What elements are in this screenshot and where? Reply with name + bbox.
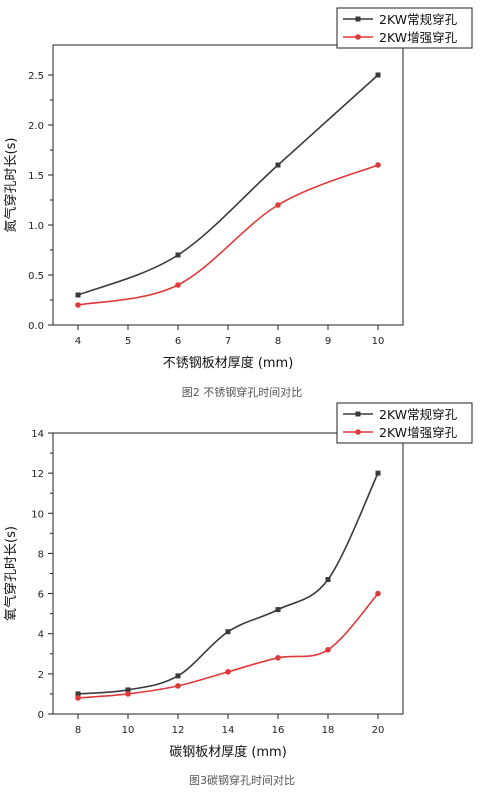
data-point-circle <box>75 302 81 308</box>
data-point-circle <box>325 646 331 653</box>
data-point-square <box>125 687 131 693</box>
legend-box <box>336 402 473 444</box>
data-point-circle <box>275 202 281 208</box>
series-line-1 <box>77 472 379 695</box>
x-tick-label: 10 <box>122 725 135 736</box>
data-point-square <box>225 629 231 635</box>
x-tick-label: 5 <box>125 336 131 347</box>
y-tick-label: 4 <box>38 630 44 641</box>
y-tick-label: 0 <box>38 710 44 721</box>
x-axis-label: 不锈钢板材厚度 (mm) <box>163 355 294 371</box>
y-tick-label: 14 <box>31 429 44 440</box>
y-tick-label: 2.5 <box>28 71 44 82</box>
chart1-caption: 图2 不锈钢穿孔时间对比 <box>181 386 303 399</box>
x-tick-label: 8 <box>75 725 81 736</box>
data-point-square <box>175 252 181 258</box>
y-tick-label: 8 <box>38 549 44 560</box>
y-tick-label: 2 <box>38 670 44 681</box>
y-tick-label: 10 <box>31 509 44 520</box>
data-point-circle <box>375 590 381 597</box>
legend-marker-circle <box>355 429 361 435</box>
y-tick-label: 0.5 <box>28 271 44 282</box>
data-point-circle <box>175 683 181 689</box>
x-tick-label: 6 <box>175 336 181 347</box>
legend-marker-circle <box>355 34 361 40</box>
x-tick-label: 18 <box>322 725 335 736</box>
series-line-1 <box>77 74 379 296</box>
x-tick-label: 16 <box>272 725 285 736</box>
chart2-caption: 图3碳钢穿孔时间对比 <box>189 774 295 787</box>
chart-carbon-steel: 8 10 12 14 16 18 20 0 2 4 6 8 10 12 14 碳钢板材厚度 (mm) 氧气穿孔时… <box>3 402 473 760</box>
x-tick-label: 4 <box>75 336 81 347</box>
y-tick-label: 1.5 <box>28 171 44 182</box>
y-tick-label: 0.0 <box>28 321 44 332</box>
legend-marker-square <box>355 411 361 417</box>
plot-frame <box>52 44 404 326</box>
data-point-square <box>275 162 281 168</box>
y-tick-label: 6 <box>38 590 44 601</box>
y-tick-label: 2.0 <box>28 121 44 132</box>
legend-label-2: 2KW增强穿孔 <box>379 30 458 45</box>
y-axis-label: 氮气穿孔时长(s) <box>3 138 19 233</box>
x-tick-label: 12 <box>172 725 185 736</box>
series-line-2 <box>77 593 379 699</box>
legend-label-1: 2KW常规穿孔 <box>379 407 458 422</box>
x-tick-label: 7 <box>225 336 231 347</box>
x-tick-label: 9 <box>325 336 331 347</box>
data-point-square <box>175 673 181 679</box>
legend-box <box>336 7 473 49</box>
y-tick-label: 1.0 <box>28 221 44 232</box>
data-point-square <box>75 292 81 298</box>
data-point-circle <box>225 669 231 675</box>
data-point-square <box>275 607 281 613</box>
x-tick-label: 8 <box>275 336 281 347</box>
y-tick-label: 12 <box>31 469 44 480</box>
data-point-circle <box>125 691 131 697</box>
data-point-circle <box>275 655 281 661</box>
data-point-square <box>75 691 81 697</box>
legend-marker-square <box>355 16 361 22</box>
data-point-square <box>375 72 381 78</box>
data-point-circle <box>175 282 181 288</box>
legend-label-2: 2KW增强穿孔 <box>379 425 458 440</box>
x-tick-label: 14 <box>222 725 235 736</box>
legend-label-1: 2KW常规穿孔 <box>379 12 458 27</box>
x-tick-label: 10 <box>372 336 385 347</box>
data-point-square <box>325 577 331 583</box>
series-line-2 <box>77 164 379 306</box>
y-axis-label: 氧气穿孔时长(s) <box>3 526 19 621</box>
x-axis-label: 碳钢板材厚度 (mm) <box>169 744 287 760</box>
data-point-circle <box>375 162 381 168</box>
x-tick-label: 20 <box>372 725 385 736</box>
chart-stainless-steel: 4 5 6 7 8 9 10 0.0 0.5 1.0 1.5 2.0 2.5 不锈钢板材厚度 (mm) 氮气… <box>3 7 473 371</box>
data-point-square <box>375 470 381 476</box>
data-point-circle <box>75 695 81 701</box>
